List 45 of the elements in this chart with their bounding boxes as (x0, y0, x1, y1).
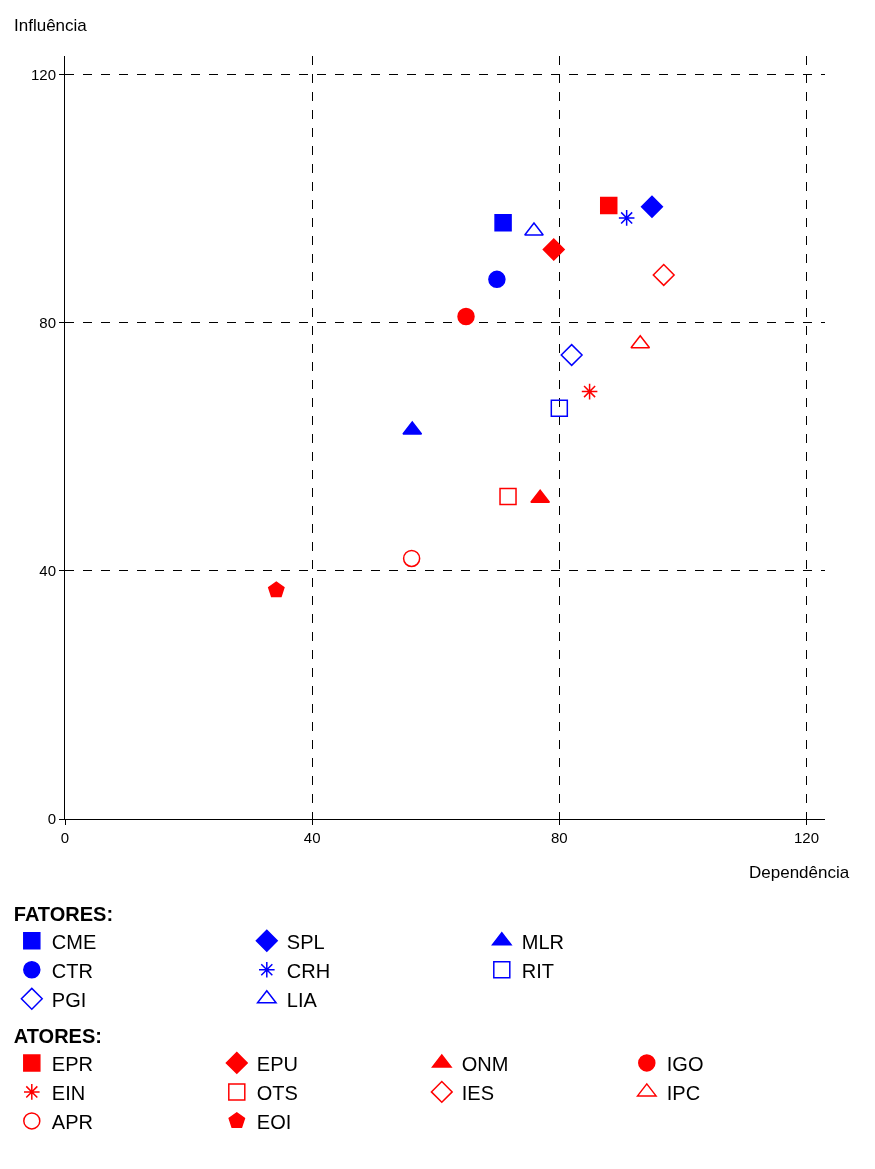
point (581, 383, 599, 401)
legend-label: RIT (521, 959, 555, 982)
point (499, 487, 517, 506)
legend-label: APR (51, 1110, 93, 1133)
point (599, 196, 618, 215)
legend-label: IGO (666, 1052, 704, 1075)
legend-label: LIA (286, 988, 318, 1011)
point (488, 270, 506, 289)
point (640, 195, 664, 218)
y-tick-label: 120 (30, 65, 56, 83)
point (652, 263, 675, 287)
point (402, 549, 421, 568)
point (542, 238, 565, 261)
legend-label: EPR (51, 1052, 93, 1075)
point (560, 343, 583, 367)
legend-label: MLR (521, 930, 565, 953)
x-tick-label: 120 (793, 829, 819, 846)
x-tick-label: 0 (60, 829, 70, 846)
legend-label: OTS (256, 1081, 298, 1104)
point (618, 209, 636, 227)
legend-label: EIN (51, 1081, 86, 1104)
x-axis-title: Dependência (749, 863, 850, 882)
point (530, 489, 551, 504)
y-axis-title: Influência (14, 16, 88, 35)
point (494, 214, 512, 232)
legend-label: EOI (256, 1110, 292, 1133)
point (550, 399, 569, 418)
legend-label: PGI (51, 988, 87, 1011)
legend-label: IPC (666, 1081, 701, 1104)
legend-label: EPU (256, 1052, 298, 1075)
x-tick-label: 40 (303, 829, 321, 846)
legend-label: CME (51, 930, 97, 953)
legend-label: ONM (461, 1052, 509, 1075)
y-tick-label: 40 (39, 562, 56, 580)
text: ATORES: (13, 1025, 102, 1048)
y-tick-label: 0 (47, 810, 56, 828)
text: FATORES: (13, 903, 114, 926)
x-tick-label: 80 (550, 829, 568, 846)
legend-label: SPL (286, 930, 325, 953)
point (267, 581, 285, 598)
point (457, 307, 475, 326)
legend-label: CRH (286, 959, 331, 982)
legend-label: CTR (51, 959, 93, 982)
legend-label: IES (461, 1081, 495, 1104)
y-tick-label: 80 (39, 313, 56, 331)
